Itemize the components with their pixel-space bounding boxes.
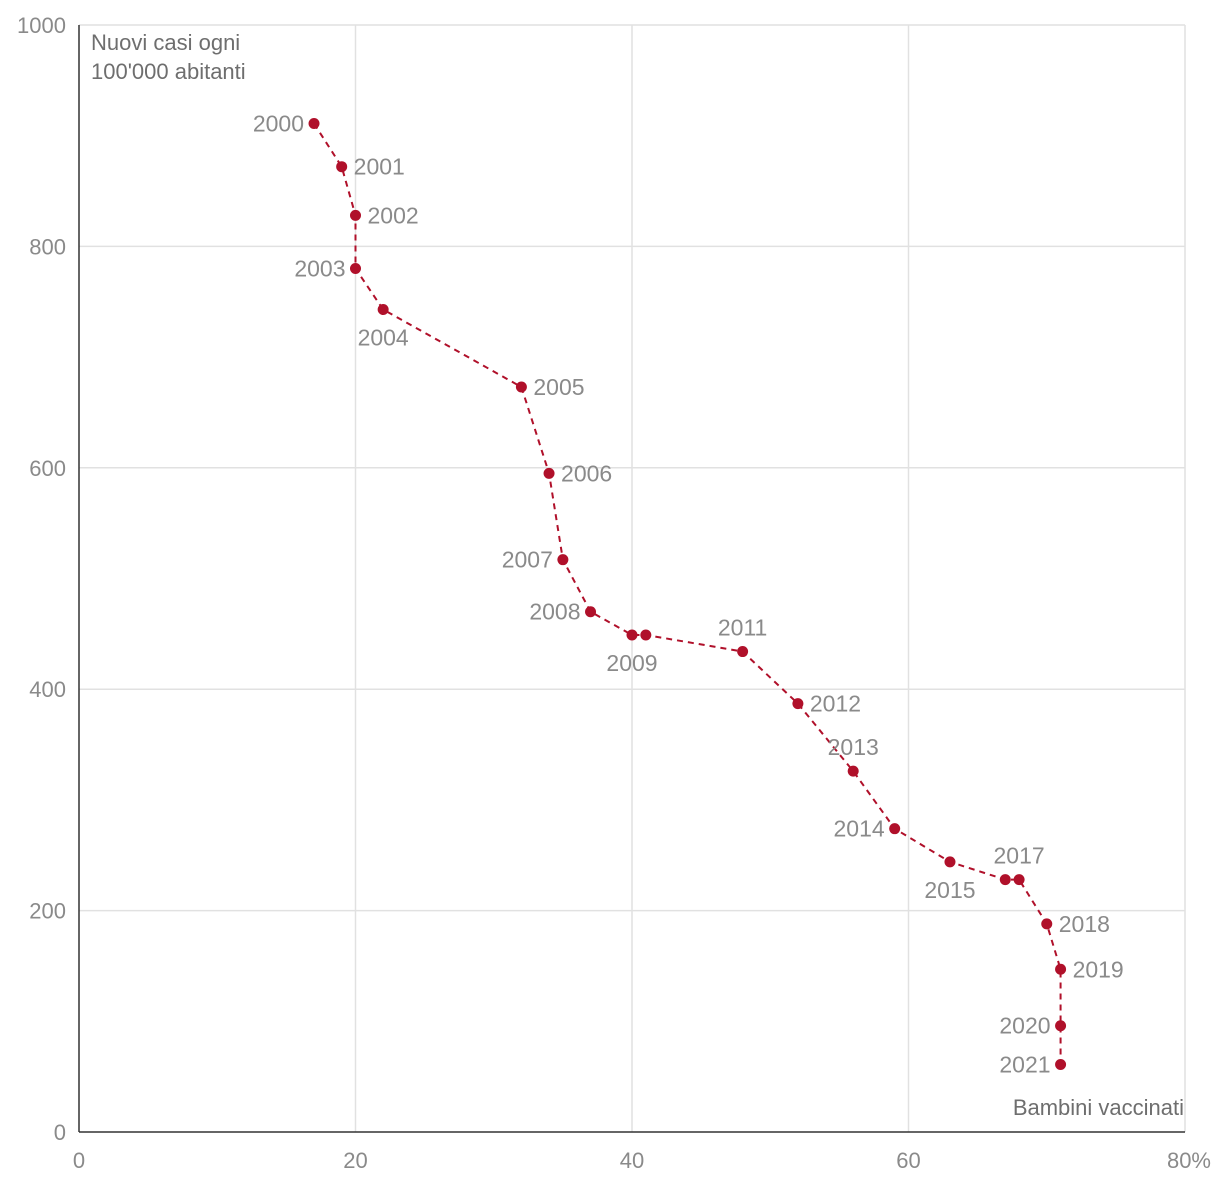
data-label-year: 2018 bbox=[1059, 911, 1110, 937]
data-point bbox=[350, 209, 361, 221]
x-tick-label: 0 bbox=[73, 1148, 85, 1173]
data-point bbox=[515, 381, 527, 393]
data-point bbox=[1013, 874, 1025, 886]
x-tick-label: 60 bbox=[896, 1148, 920, 1173]
data-label-year: 2005 bbox=[533, 374, 584, 400]
grid bbox=[79, 24, 1186, 1132]
data-label-year: 2002 bbox=[368, 202, 419, 228]
data-label-year: 2006 bbox=[561, 460, 612, 486]
x-tick-label: 40 bbox=[620, 1148, 644, 1173]
data-point bbox=[1055, 1020, 1067, 1032]
data-label-year: 2001 bbox=[354, 154, 405, 180]
y-axis-title-line-2: 100'000 abitanti bbox=[91, 59, 246, 84]
data-label-year: 2013 bbox=[828, 734, 879, 760]
x-tick-label: 20 bbox=[343, 1148, 367, 1173]
y-tick-label: 0 bbox=[54, 1120, 66, 1145]
data-label-year: 2004 bbox=[358, 324, 409, 350]
data-point bbox=[944, 856, 956, 868]
data-point bbox=[308, 118, 320, 130]
data-label-year: 2012 bbox=[810, 691, 861, 717]
data-point bbox=[377, 303, 389, 315]
data-label-year: 2021 bbox=[999, 1051, 1050, 1077]
y-tick-label: 400 bbox=[29, 677, 66, 702]
data-label-year: 2019 bbox=[1073, 956, 1124, 982]
data-point bbox=[585, 606, 597, 618]
data-label-year: 2017 bbox=[994, 843, 1045, 869]
y-tick-label: 600 bbox=[29, 456, 66, 481]
data-point bbox=[543, 467, 555, 479]
axes bbox=[78, 25, 1185, 1133]
data-label-year: 2008 bbox=[529, 599, 580, 625]
data-point bbox=[737, 646, 749, 658]
data-label-year: 2011 bbox=[718, 615, 767, 641]
data-point bbox=[999, 874, 1011, 886]
data-point bbox=[626, 629, 638, 641]
data-label-year: 2020 bbox=[999, 1013, 1050, 1039]
series bbox=[308, 118, 1067, 1070]
data-point bbox=[1055, 963, 1067, 975]
data-label-year: 2003 bbox=[294, 256, 345, 282]
data-label-year: 2009 bbox=[606, 650, 657, 676]
x-tick-label: 80% bbox=[1167, 1148, 1211, 1173]
tick-labels: 0 20 40 60 80% 0 200 400 600 800 1000 bbox=[17, 13, 1211, 1173]
data-label-year: 2000 bbox=[253, 111, 304, 137]
data-label-year: 2014 bbox=[834, 816, 885, 842]
point-labels: 2000 2001 2002 2003 2004 2005 2006 2007 2008 2009… bbox=[253, 111, 1124, 1078]
y-tick-label: 800 bbox=[29, 234, 66, 259]
data-point bbox=[847, 765, 859, 777]
series-line bbox=[313, 122, 1062, 1065]
data-label-year: 2007 bbox=[502, 547, 553, 573]
data-point bbox=[1041, 918, 1053, 930]
data-point bbox=[792, 698, 804, 710]
data-point bbox=[889, 823, 901, 835]
y-tick-label: 200 bbox=[29, 899, 66, 924]
data-point bbox=[350, 263, 361, 275]
y-axis-title-line-1: Nuovi casi ogni bbox=[91, 30, 240, 55]
x-axis-title: Bambini vaccinati bbox=[1013, 1095, 1184, 1120]
data-point bbox=[336, 161, 348, 173]
data-label-year: 2015 bbox=[924, 877, 975, 903]
data-point bbox=[640, 629, 652, 641]
y-tick-label: 1000 bbox=[17, 13, 66, 38]
data-point bbox=[1055, 1058, 1067, 1070]
data-point bbox=[557, 554, 569, 566]
